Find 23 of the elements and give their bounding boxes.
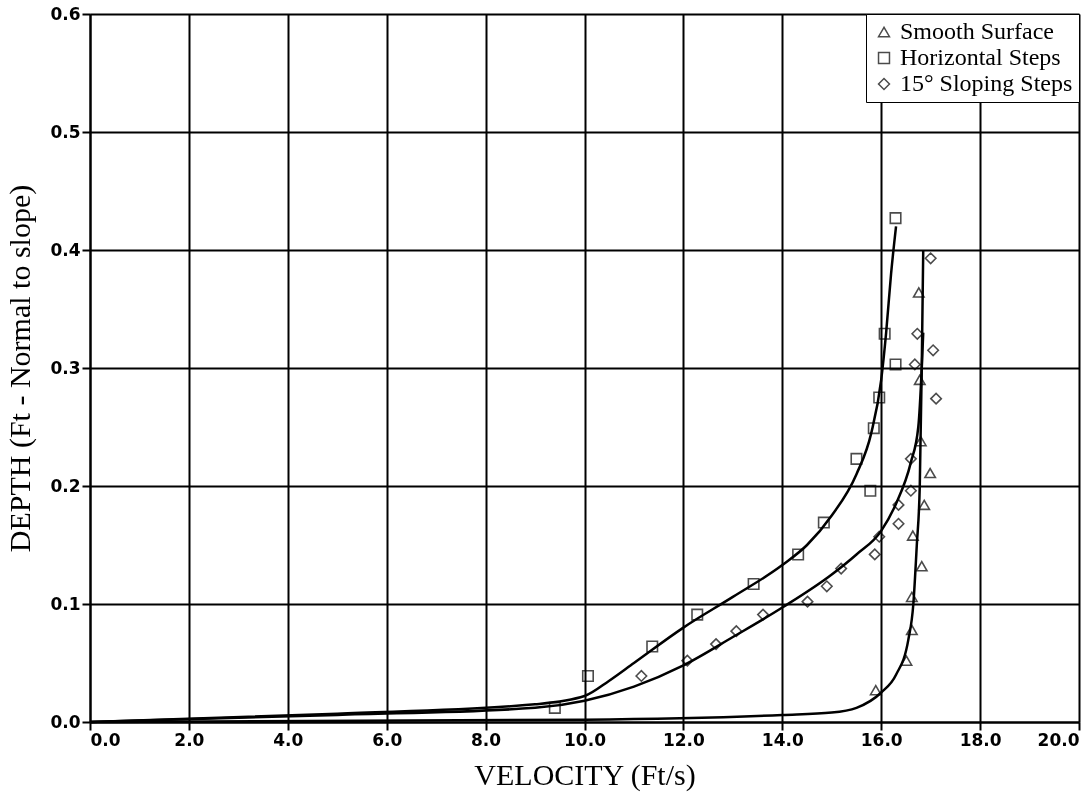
x-tick-label: 20.0 — [1037, 729, 1080, 750]
y-axis-title: DEPTH (Ft - Normal to slope) — [3, 184, 38, 553]
x-tick-label: 12.0 — [662, 729, 706, 750]
x-tick-label: 2.0 — [174, 729, 205, 750]
x-tick-label: 16.0 — [860, 729, 903, 750]
legend-label: 15° Sloping Steps — [900, 70, 1073, 96]
y-tick-label: 0.4 — [50, 239, 81, 260]
x-tick-label: 10.0 — [564, 729, 607, 750]
x-tick-label: 8.0 — [471, 729, 502, 750]
x-tick-label: 14.0 — [761, 729, 804, 750]
x-tick-label: 4.0 — [273, 729, 304, 750]
y-tick-label: 0.3 — [50, 357, 81, 378]
x-tick-label: 18.0 — [959, 729, 1002, 750]
y-tick-label: 0.0 — [50, 711, 81, 732]
y-tick-label: 0.6 — [50, 3, 81, 24]
y-tick-label: 0.2 — [50, 475, 81, 496]
legend-label: Smooth Surface — [900, 18, 1054, 44]
legend-label: Horizontal Steps — [900, 44, 1061, 70]
x-axis-title: VELOCITY (Ft/s) — [474, 757, 696, 792]
x-tick-label: 0.0 — [90, 729, 121, 750]
y-tick-label: 0.1 — [50, 593, 81, 614]
x-tick-label: 6.0 — [372, 729, 403, 750]
y-tick-label: 0.5 — [50, 121, 81, 142]
